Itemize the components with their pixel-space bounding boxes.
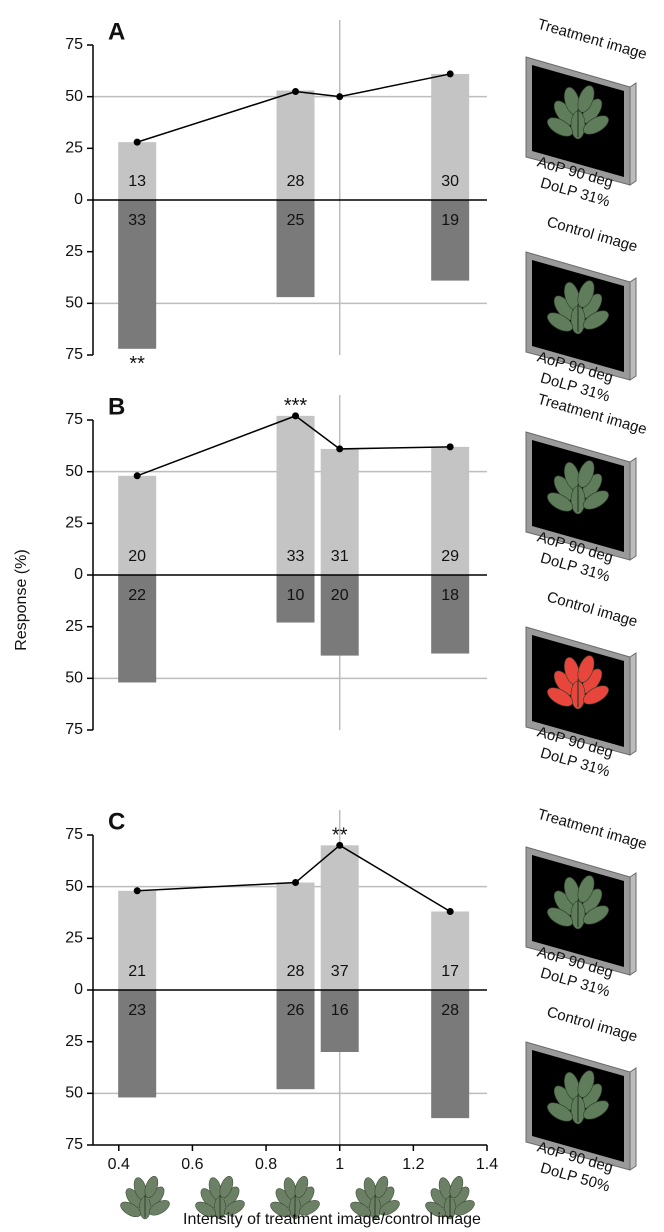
y-tick-label: 25 — [65, 243, 83, 260]
screen-side — [630, 83, 636, 185]
count-label: 18 — [441, 587, 459, 604]
y-axis-label: Response (%) — [13, 549, 30, 650]
figure: 13 28 30 33 ** 25 19 75 50 25 0 25 50 75 A Treatment im… — [0, 0, 664, 1232]
count-label: 19 — [441, 212, 459, 229]
x-axis-label: Intensity of treatment image/control ima… — [183, 1211, 481, 1228]
significance-label: ** — [129, 353, 145, 375]
screen-side — [630, 458, 636, 560]
count-label: 33 — [287, 548, 305, 565]
point — [292, 88, 299, 95]
screen-side — [630, 653, 636, 755]
y-tick-label: 0 — [74, 566, 83, 583]
screen-side — [630, 278, 636, 380]
x-tick-label: 0.8 — [255, 1156, 277, 1173]
bar — [118, 142, 156, 200]
count-label: 25 — [287, 212, 305, 229]
bar — [321, 990, 359, 1052]
count-label: 23 — [128, 1002, 146, 1019]
y-tick-label: 50 — [65, 88, 83, 105]
count-label: 26 — [287, 1002, 305, 1019]
point — [336, 445, 343, 452]
count-label: 31 — [331, 548, 349, 565]
count-label: 21 — [128, 963, 146, 980]
count-label: 33 — [128, 212, 146, 229]
count-label: 17 — [441, 963, 459, 980]
point — [292, 879, 299, 886]
y-tick-label: 0 — [74, 191, 83, 208]
screen-side — [630, 1068, 636, 1170]
count-label: 20 — [331, 587, 349, 604]
y-tick-label: 50 — [65, 878, 83, 895]
count-label: 37 — [331, 963, 349, 980]
y-tick-label: 25 — [65, 1033, 83, 1050]
count-label: 20 — [128, 548, 146, 565]
point — [447, 70, 454, 77]
y-tick-label: 75 — [65, 826, 83, 843]
count-label: 30 — [441, 173, 459, 190]
count-label: 29 — [441, 548, 459, 565]
y-tick-label: 50 — [65, 1085, 83, 1102]
point — [336, 842, 343, 849]
image-title: Treatment image — [536, 806, 649, 853]
count-label: 28 — [441, 1002, 459, 1019]
y-tick-label: 25 — [65, 515, 83, 532]
y-tick-label: 50 — [65, 463, 83, 480]
point — [447, 443, 454, 450]
y-tick-label: 75 — [65, 36, 83, 53]
count-label: 16 — [331, 1002, 349, 1019]
plant — [118, 1175, 172, 1220]
image-title: Control image — [545, 213, 639, 255]
point — [292, 412, 299, 419]
image-title: Treatment image — [536, 16, 649, 63]
x-tick-label: 1 — [335, 1156, 344, 1173]
x-tick-label: 1.2 — [402, 1156, 424, 1173]
count-label: 28 — [287, 173, 305, 190]
y-tick-label: 50 — [65, 295, 83, 312]
image-title: Control image — [545, 1003, 639, 1045]
y-tick-label: 25 — [65, 930, 83, 947]
point — [447, 908, 454, 915]
y-tick-label: 0 — [74, 981, 83, 998]
count-label: 10 — [287, 587, 305, 604]
y-tick-label: 50 — [65, 670, 83, 687]
panel-letter: C — [108, 808, 125, 835]
y-tick-label: 75 — [65, 346, 83, 363]
y-tick-label: 25 — [65, 618, 83, 635]
x-tick-label: 0.6 — [181, 1156, 203, 1173]
y-tick-label: 75 — [65, 411, 83, 428]
count-label: 22 — [128, 587, 146, 604]
point — [336, 93, 343, 100]
panel-letter: B — [108, 393, 125, 420]
x-tick-label: 0.4 — [108, 1156, 130, 1173]
screen-side — [630, 873, 636, 975]
count-label: 13 — [128, 173, 146, 190]
y-tick-label: 25 — [65, 140, 83, 157]
point — [134, 887, 141, 894]
y-tick-label: 75 — [65, 1136, 83, 1153]
point — [134, 139, 141, 146]
y-tick-label: 75 — [65, 721, 83, 738]
count-label: 28 — [287, 963, 305, 980]
panel-letter: A — [108, 18, 125, 45]
image-title: Control image — [545, 588, 639, 630]
x-tick-label: 1.4 — [476, 1156, 498, 1173]
point — [134, 472, 141, 479]
